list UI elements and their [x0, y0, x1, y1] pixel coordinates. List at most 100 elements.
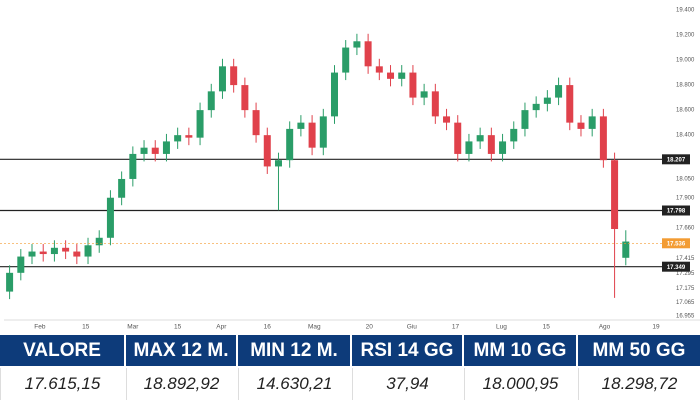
candle-body: [532, 103, 540, 111]
candle-body: [252, 110, 260, 136]
candle-body: [308, 122, 316, 148]
candle-body: [510, 128, 518, 142]
x-tick-label: Ago: [599, 324, 611, 331]
candle-body: [106, 197, 114, 238]
candle-body: [431, 91, 439, 117]
level-label: 18.207: [667, 157, 686, 163]
candle-body: [599, 116, 607, 161]
x-tick-label: Mar: [127, 324, 139, 331]
y-tick-label: 18.600: [676, 108, 695, 114]
candle-body: [230, 66, 238, 86]
candle-body: [118, 178, 126, 198]
table-value: 18.298,72: [578, 368, 700, 400]
candle-body: [62, 247, 70, 252]
candle-body: [566, 85, 574, 123]
candle-body: [476, 135, 484, 142]
y-tick-label: 17.415: [676, 256, 695, 262]
candle-body: [39, 251, 47, 255]
last-price-tag: [662, 238, 690, 249]
candle-body: [162, 141, 170, 154]
table-header: MM 50 GG: [578, 335, 700, 366]
candle-body: [6, 272, 14, 292]
candle-body: [196, 110, 204, 138]
x-tick-label: Lug: [496, 324, 507, 331]
y-tick-label: 17.065: [676, 300, 695, 306]
y-tick-label: 17.175: [676, 286, 695, 292]
x-tick-label: 15: [543, 324, 551, 331]
candle-body: [129, 153, 137, 179]
candle-body: [241, 85, 249, 111]
y-tick-label: 19.400: [676, 8, 695, 14]
y-tick-label: 17.660: [676, 225, 695, 231]
x-tick-label: 19: [652, 324, 660, 331]
candle-body: [274, 160, 282, 167]
candle-body: [342, 47, 350, 73]
y-tick-label: 17.900: [676, 195, 695, 201]
candle-body: [577, 122, 585, 129]
table-value: 17.615,15: [0, 368, 124, 400]
candle-body: [487, 135, 495, 154]
y-tick-label: 18.050: [676, 177, 695, 183]
candle-body: [28, 251, 36, 257]
candle-body: [297, 122, 305, 129]
stats-table: VALORE MAX 12 M. MIN 12 M. RSI 14 GG MM …: [0, 335, 700, 400]
y-tick-label: 18.400: [676, 133, 695, 139]
table-value: 18.000,95: [464, 368, 576, 400]
x-tick-label: Feb: [34, 324, 46, 331]
candle-body: [218, 66, 226, 92]
table-header: MAX 12 M.: [126, 335, 236, 366]
last-price-label: 17.536: [667, 241, 686, 247]
candle-body: [499, 141, 507, 154]
level-label: 17.349: [667, 265, 686, 271]
candle-body: [140, 147, 148, 154]
candle-body: [622, 241, 630, 258]
candle-body: [465, 141, 473, 154]
table-value: 37,94: [352, 368, 462, 400]
candle-body: [443, 116, 451, 123]
table-header: RSI 14 GG: [352, 335, 462, 366]
y-tick-label: 17.295: [676, 271, 695, 277]
table-value: 18.892,92: [126, 368, 236, 400]
candle-body: [555, 85, 563, 98]
candle-body: [521, 110, 529, 129]
candle-body: [331, 72, 338, 117]
x-tick-label: 15: [82, 324, 90, 331]
x-tick-label: 20: [366, 324, 374, 331]
y-tick-label: 19.200: [676, 33, 695, 39]
candle-body: [319, 116, 327, 148]
level-tag: [662, 261, 690, 272]
level-tag: [662, 154, 690, 165]
candle-body: [151, 147, 159, 154]
x-tick-label: 16: [264, 324, 272, 331]
y-tick-label: 18.800: [676, 83, 695, 89]
candle-body: [364, 41, 372, 67]
candle-body: [84, 245, 92, 257]
candle-body: [353, 41, 361, 48]
table-header: VALORE: [0, 335, 124, 366]
candle-body: [543, 97, 551, 104]
x-tick-label: Apr: [216, 324, 227, 331]
candle-body: [588, 116, 596, 129]
x-tick-label: Giu: [407, 324, 418, 331]
candle-body: [454, 122, 462, 154]
chart: 19.400 19.200 19.000 18.800 18.600 18.400 18.0…: [0, 8, 700, 331]
table-value: 14.630,21: [238, 368, 350, 400]
candle-body: [409, 72, 417, 98]
candle-body: [375, 66, 383, 73]
y-tick-label: 19.000: [676, 58, 695, 64]
candle-body: [420, 91, 428, 98]
y-tick-label: 16.955: [676, 314, 695, 320]
candle-body: [263, 135, 271, 167]
candle-body: [73, 251, 81, 257]
candle-body: [207, 91, 215, 111]
candle-body: [611, 160, 619, 230]
x-tick-label: 15: [174, 324, 182, 331]
table-header: MM 10 GG: [464, 335, 576, 366]
candle-body: [95, 237, 103, 246]
level-tag: [662, 205, 690, 216]
candle-body: [50, 247, 58, 255]
candle-body: [398, 72, 406, 79]
candle-body: [174, 135, 182, 142]
x-tick-label: 17: [452, 324, 460, 331]
